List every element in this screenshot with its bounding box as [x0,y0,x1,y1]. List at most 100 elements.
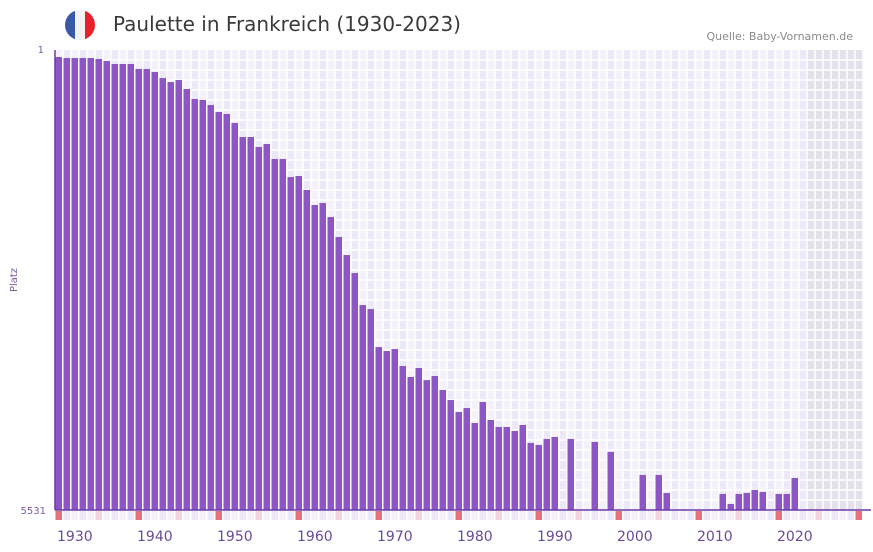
year-marker-2021 [783,511,790,520]
year-marker-1937 [111,511,118,520]
year-marker-1976 [423,511,430,520]
bar-1991 [543,438,550,510]
bar-1938 [119,63,126,511]
bar-1951 [223,113,230,510]
year-marker-1966 [343,511,350,520]
x-tick-label: 1970 [377,529,413,545]
bar-1940 [135,68,142,511]
year-marker-1963 [319,511,326,520]
bar-1975 [415,368,422,510]
bar-2003 [639,474,646,510]
year-marker-1942 [151,511,158,520]
year-marker-2020 [775,511,782,520]
year-marker-2023 [799,511,806,520]
bar-1931 [63,57,70,510]
x-tick-label: 2020 [777,529,813,545]
bar-1983 [479,402,486,510]
bar-1956 [263,143,270,510]
year-marker-2030 [855,511,862,520]
bar-1960 [295,176,302,510]
x-tick-label: 1990 [537,529,573,545]
bar-1979 [447,400,454,510]
bar-1986 [503,426,510,510]
year-marker-1989 [527,511,534,520]
flag-blue [65,10,75,40]
year-marker-1983 [479,511,486,520]
year-marker-1930 [55,511,62,520]
bar-1935 [95,58,102,510]
bar-2006 [663,492,670,510]
year-marker-2027 [831,511,838,520]
bar-1966 [343,255,350,510]
year-marker-1933 [79,511,86,520]
bar-1980 [455,412,462,510]
year-marker-1959 [287,511,294,520]
y-axis-title: Platz [9,268,20,292]
year-marker-2029 [847,511,854,520]
year-marker-1951 [223,511,230,520]
bar-1937 [111,63,118,511]
year-marker-2000 [615,511,622,520]
year-marker-1993 [559,511,566,520]
year-marker-2006 [663,511,670,520]
year-marker-1964 [327,511,334,520]
year-marker-1991 [543,511,550,520]
year-marker-2011 [703,511,710,520]
year-marker-1944 [167,511,174,520]
year-marker-1971 [383,511,390,520]
year-marker-1999 [607,511,614,520]
year-marker-1990 [535,511,542,520]
flag-red [85,10,95,40]
bar-2015 [735,493,742,510]
bar-1978 [439,389,446,510]
year-marker-1965 [335,511,342,520]
bar-1985 [495,426,502,510]
bar-1941 [143,68,150,511]
year-marker-2001 [623,511,630,520]
year-marker-1956 [263,511,270,520]
year-marker-1943 [159,511,166,520]
year-marker-1954 [247,511,254,520]
bar-1976 [423,380,430,510]
x-tick-label: 1960 [297,529,333,545]
y-tick-label: 5531 [21,506,46,517]
bar-1962 [311,204,318,511]
bar-1970 [375,347,382,510]
year-marker-2026 [823,511,830,520]
bar-1965 [335,236,342,510]
bar-2013 [719,493,726,510]
bar-1934 [87,57,94,510]
bar-2021 [783,493,790,510]
year-markers [55,511,862,520]
bar-2020 [775,493,782,510]
year-marker-2007 [671,511,678,520]
year-marker-1946 [183,511,190,520]
year-marker-1957 [271,511,278,520]
bar-1967 [351,273,358,510]
year-marker-2028 [839,511,846,520]
bar-1933 [79,57,86,510]
year-marker-1985 [495,511,502,520]
year-marker-2010 [695,511,702,520]
bar-1947 [191,98,198,511]
year-marker-2022 [791,511,798,520]
year-marker-1987 [511,511,518,520]
year-marker-1931 [63,511,70,520]
year-marker-1992 [551,511,558,520]
bar-1992 [551,436,558,510]
year-marker-1996 [583,511,590,520]
bar-1932 [71,57,78,510]
year-marker-1973 [399,511,406,520]
bar-1948 [199,99,206,510]
year-marker-1969 [367,511,374,520]
bar-1984 [487,419,494,510]
y-tick-label: 1 [38,45,44,56]
year-marker-1975 [415,511,422,520]
bar-1971 [383,351,390,510]
bar-1997 [591,441,598,510]
bar-1990 [535,444,542,510]
year-marker-2009 [687,511,694,520]
year-marker-1952 [231,511,238,520]
chart-title: Paulette in Frankreich (1930-2023) [113,12,461,36]
bar-2005 [655,474,662,510]
